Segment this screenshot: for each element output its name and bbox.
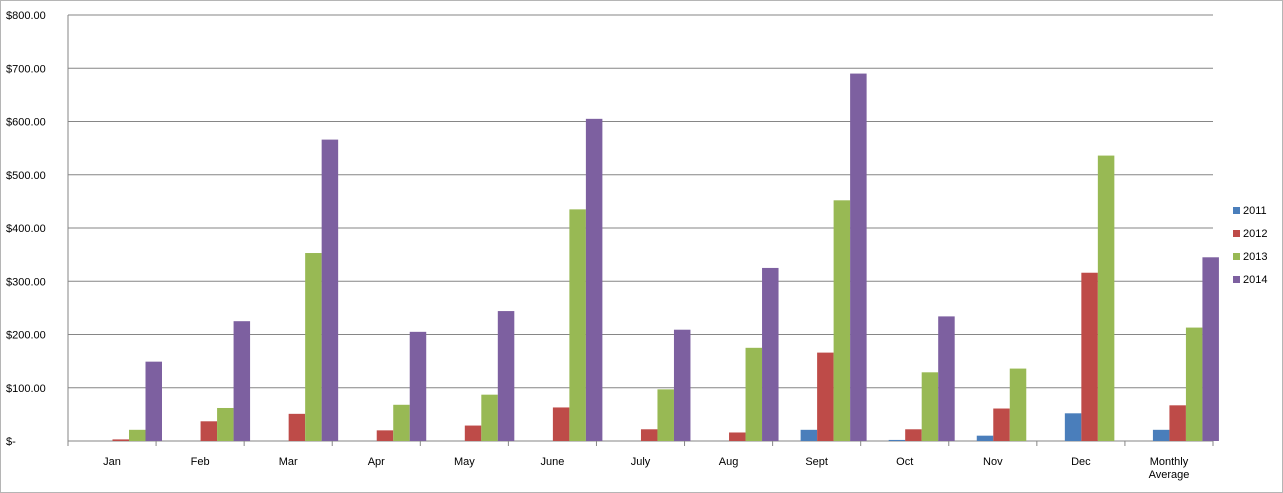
bar-2013-12 xyxy=(1185,327,1203,441)
bar-2013-4 xyxy=(481,394,498,441)
bar-2011-8 xyxy=(800,429,818,441)
bar-2012-10 xyxy=(993,408,1010,441)
bar-2014-7 xyxy=(762,267,779,441)
x-tick-label-10: Nov xyxy=(983,456,1003,468)
bar-2013-1 xyxy=(217,407,234,441)
legend-label-2012: 2012 xyxy=(1243,228,1267,240)
bar-2012-11 xyxy=(1081,272,1098,441)
bar-2014-4 xyxy=(497,311,515,441)
bar-2012-8 xyxy=(817,352,834,441)
bar-2013-9 xyxy=(921,372,939,441)
bar-2012-4 xyxy=(464,425,482,441)
y-tick-label-3: $300.00 xyxy=(6,276,46,288)
bar-2013-7 xyxy=(745,347,763,441)
x-tick-label-0: Jan xyxy=(103,456,121,468)
x-tick-label-5: June xyxy=(540,456,564,468)
x-tick-label-8: Sept xyxy=(805,456,828,468)
bar-2012-9 xyxy=(905,429,922,441)
bar-2013-3 xyxy=(393,404,410,441)
bar-2012-2 xyxy=(288,413,306,441)
legend-label-2014: 2014 xyxy=(1243,274,1267,286)
bar-2013-10 xyxy=(1009,368,1027,441)
legend-label-2013: 2013 xyxy=(1243,251,1267,263)
bar-2013-5 xyxy=(569,209,586,441)
bar-2012-6 xyxy=(640,429,658,441)
bar-2014-1 xyxy=(233,321,251,441)
x-tick-label-9: Oct xyxy=(896,456,913,468)
x-tick-label-12-0: Monthly xyxy=(1150,456,1189,468)
y-tick-label-5: $500.00 xyxy=(6,170,46,182)
bar-2014-5 xyxy=(585,118,603,442)
x-tick-label-11: Dec xyxy=(1071,456,1091,468)
bar-2014-8 xyxy=(850,73,867,441)
bar-2011-10 xyxy=(976,435,994,441)
x-tick-label-2: Mar xyxy=(279,456,298,468)
bar-2013-2 xyxy=(305,253,322,441)
y-tick-label-6: $600.00 xyxy=(6,117,46,129)
y-tick-label-7: $700.00 xyxy=(6,63,46,75)
x-tick-label-3: Apr xyxy=(368,456,385,468)
bar-2012-7 xyxy=(729,432,746,441)
x-tick-label-1: Feb xyxy=(191,456,210,468)
y-tick-label-0: $- xyxy=(6,436,16,448)
bar-2013-6 xyxy=(657,389,674,441)
y-tick-label-4: $400.00 xyxy=(6,223,46,235)
legend-swatch-2013 xyxy=(1233,253,1240,260)
y-tick-label-1: $100.00 xyxy=(6,383,46,395)
bar-2012-1 xyxy=(200,421,218,441)
y-tick-label-8: $800.00 xyxy=(6,10,46,22)
y-tick-label-2: $200.00 xyxy=(6,330,46,342)
bar-2011-11 xyxy=(1064,413,1082,441)
x-tick-label-7: Aug xyxy=(719,456,739,468)
bar-2014-3 xyxy=(409,331,427,441)
legend-swatch-2012 xyxy=(1233,230,1240,237)
bar-2012-0 xyxy=(112,439,129,441)
legend-swatch-2014 xyxy=(1233,276,1240,283)
bar-2014-2 xyxy=(321,139,339,442)
bar-2011-9 xyxy=(888,439,906,441)
bar-2013-8 xyxy=(833,200,851,441)
bar-2013-11 xyxy=(1097,155,1115,441)
bar-2012-12 xyxy=(1169,405,1186,441)
legend-label-2011: 2011 xyxy=(1243,205,1267,217)
x-tick-label-12-1: Average xyxy=(1149,469,1190,481)
bar-2014-12 xyxy=(1202,257,1219,441)
bar-2011-12 xyxy=(1152,429,1170,441)
x-tick-label-6: July xyxy=(631,456,651,468)
legend-swatch-2011 xyxy=(1233,207,1240,214)
bar-2014-6 xyxy=(673,329,691,441)
x-tick-label-4: May xyxy=(454,456,475,468)
bar-2012-3 xyxy=(376,430,394,441)
bar-2014-9 xyxy=(938,316,955,441)
bar-2012-5 xyxy=(552,407,570,441)
bar-2014-0 xyxy=(145,361,162,441)
bar-2013-0 xyxy=(129,429,146,441)
